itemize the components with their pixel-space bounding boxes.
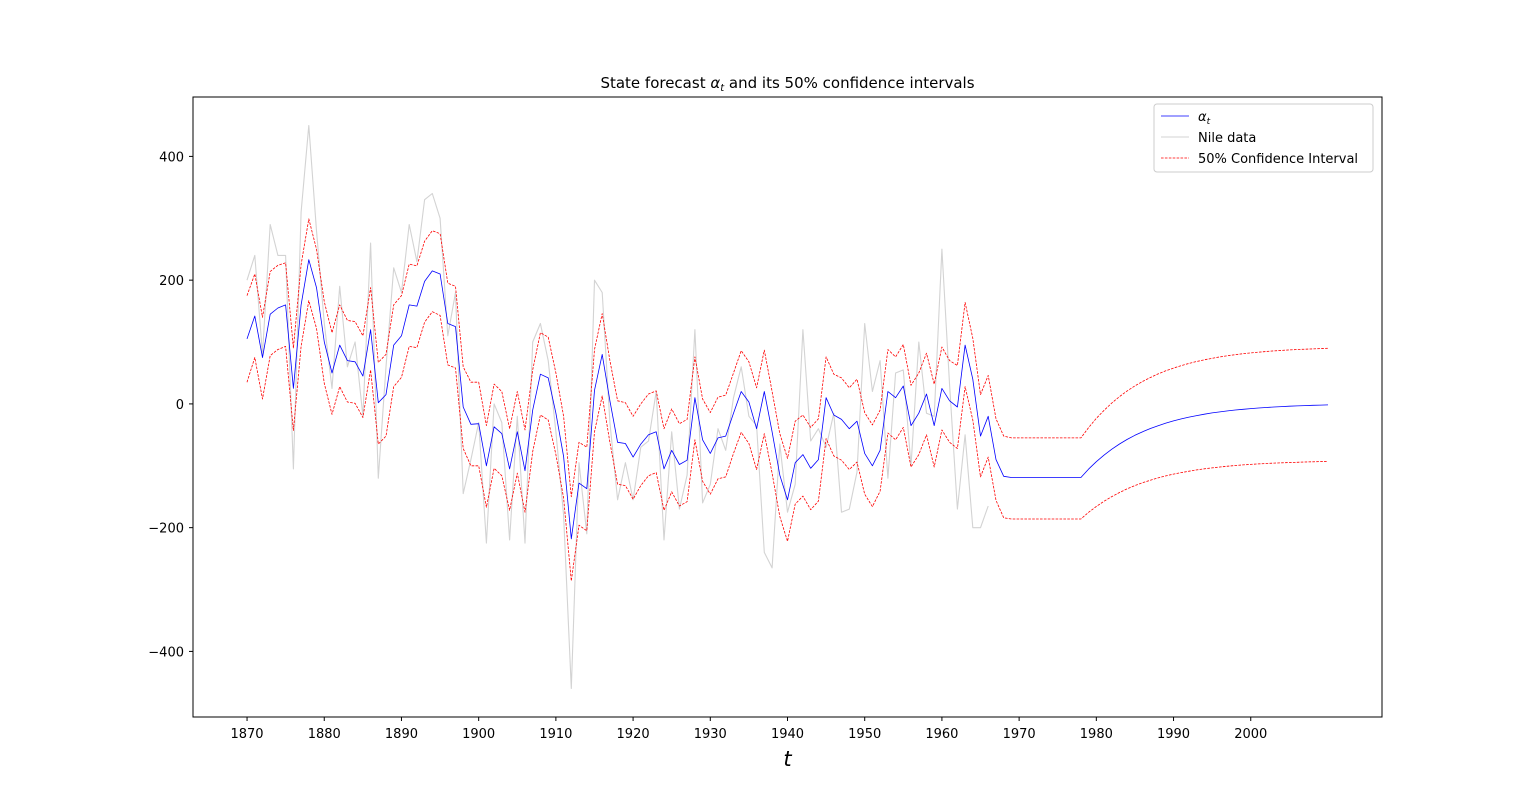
legend: αt Nile data 50% Confidence Interval [1153, 103, 1374, 173]
plot-lines [246, 124, 1329, 690]
y-tick-label: 0 [176, 398, 184, 413]
y-tick-label: −400 [148, 645, 184, 660]
x-tick-label: 1950 [848, 727, 881, 742]
series-line-nile [246, 124, 989, 690]
y-tick-label: 400 [159, 150, 184, 165]
x-tick-label: 1970 [1003, 727, 1036, 742]
chart-title-prefix: State forecast [600, 74, 710, 92]
x-tick-label: 1990 [1157, 727, 1190, 742]
x-tick-label: 1880 [308, 727, 341, 742]
legend-label: 50% Confidence Interval [1198, 152, 1358, 167]
x-tick-label: 1930 [694, 727, 727, 742]
series-line-upper [246, 218, 1329, 498]
x-tick-label: 2000 [1234, 727, 1267, 742]
x-tick-label: 1980 [1080, 727, 1113, 742]
chart-title-symbol: α [710, 74, 720, 92]
x-tick-label: 1940 [771, 727, 804, 742]
series-line-lower [246, 300, 1329, 582]
legend-label: Nile data [1198, 131, 1256, 146]
legend-label: αt [1198, 110, 1211, 127]
y-tick-label: 200 [159, 274, 184, 289]
y-tick-label: −200 [148, 522, 184, 537]
x-tick-label: 1920 [617, 727, 650, 742]
x-tick-label: 1910 [539, 727, 572, 742]
y-axis: −400 −200 0 200 400 [148, 150, 193, 660]
plot-frame [192, 96, 1383, 718]
x-axis: 1870 1880 1890 1900 1910 1920 1930 1940 1950 1960… [230, 717, 1267, 742]
chart-title: State forecast αt and its 50% confidence… [600, 74, 974, 94]
chart-title-suffix: and its 50% confidence intervals [724, 74, 975, 92]
x-tick-label: 1890 [385, 727, 418, 742]
x-tick-label: 1960 [925, 727, 958, 742]
series-line-alpha [246, 259, 1329, 540]
x-tick-label: 1900 [462, 727, 495, 742]
legend-box [1153, 103, 1374, 173]
x-axis-label: t [783, 747, 792, 771]
x-tick-label: 1870 [230, 727, 263, 742]
chart-title-subscript: t [720, 83, 725, 94]
